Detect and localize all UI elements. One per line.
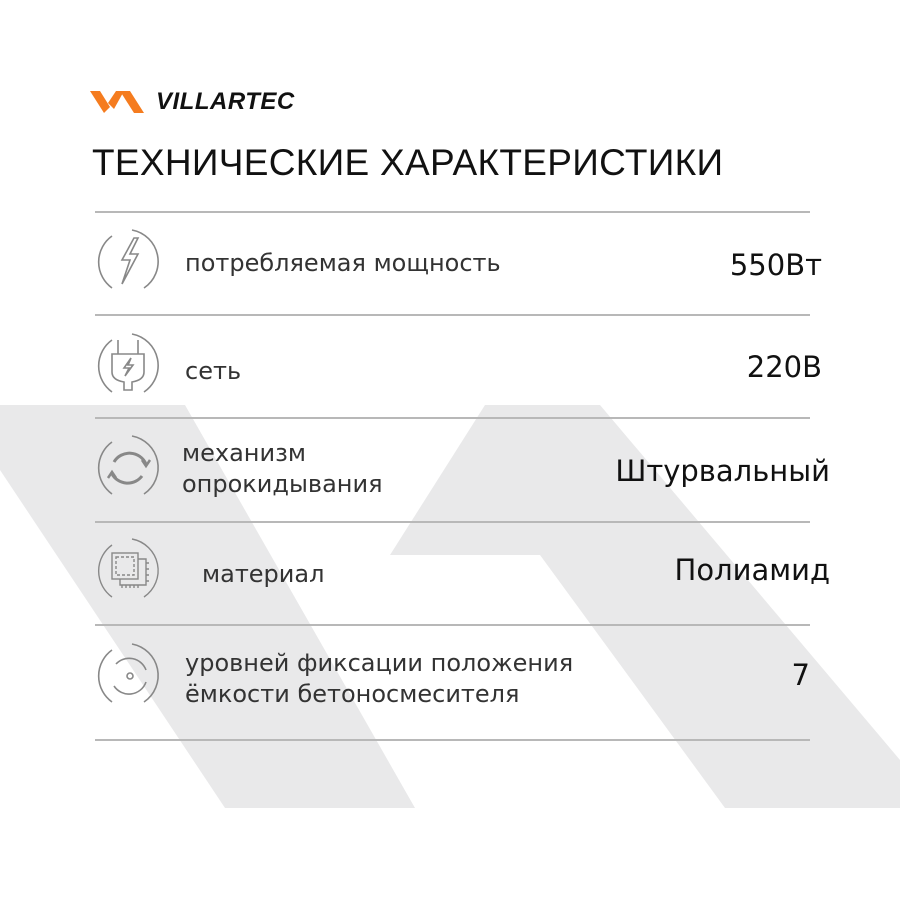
spec-label-line: уровней фиксации положения: [185, 649, 574, 677]
spec-row-tilt-mechanism: механизм опрокидывания Штурвальный: [92, 432, 830, 532]
spec-label: материал: [202, 560, 325, 588]
material-chip-icon: [98, 538, 159, 598]
plug-icon: [97, 333, 159, 393]
spec-value: 220В: [746, 350, 822, 384]
spec-value: Штурвальный: [615, 454, 830, 488]
divider: [95, 521, 810, 523]
page-title: ТЕХНИЧЕСКИЕ ХАРАКТЕРИСТИКИ: [92, 142, 724, 183]
lightning-icon: [97, 229, 159, 289]
spec-label-line: опрокидывания: [182, 470, 383, 498]
spec-value: 7: [791, 658, 810, 692]
divider: [95, 314, 810, 316]
spec-label-line: ёмкости бетоносмесителя: [185, 680, 520, 708]
brand-logo-icon: [90, 91, 144, 113]
divider: [95, 739, 810, 741]
rotation-icon: [97, 435, 159, 495]
spec-label: уровней фиксации положения ёмкости бетон…: [185, 648, 573, 710]
spec-value: 550Вт: [729, 248, 822, 282]
brand-logo: VILLARTEC: [90, 88, 295, 116]
spec-row-fixation-levels: уровней фиксации положения ёмкости бетон…: [92, 640, 822, 740]
spec-row-network: сеть 220В: [92, 330, 822, 430]
spec-label: сеть: [185, 357, 242, 385]
brand-name: VILLARTEC: [156, 88, 295, 115]
spec-label: потребляемая мощность: [185, 249, 501, 277]
divider: [95, 624, 810, 626]
spec-value: Полиамид: [674, 553, 830, 587]
spec-label: механизм опрокидывания: [182, 438, 383, 500]
divider: [95, 417, 810, 419]
divider: [95, 211, 810, 213]
spec-label-line: механизм: [182, 439, 306, 467]
circle-position-icon: [97, 643, 159, 703]
spec-row-material: материал Полиамид: [92, 535, 830, 635]
spec-row-power: потребляемая мощность 550Вт: [92, 226, 822, 326]
